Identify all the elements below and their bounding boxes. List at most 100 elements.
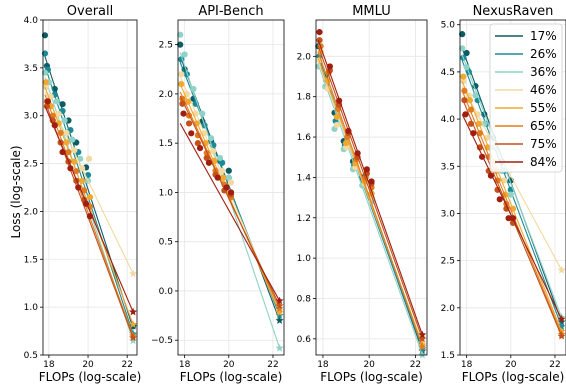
- x-tick-label: 22: [549, 360, 560, 370]
- star-marker: [418, 350, 427, 359]
- data-point: [51, 122, 58, 129]
- panel-title: API-Bench: [198, 4, 263, 19]
- data-point: [178, 71, 185, 78]
- plot-frame: [459, 19, 566, 356]
- data-point: [59, 148, 66, 156]
- data-point: [459, 45, 466, 52]
- y-tick-label: 1.5: [24, 255, 38, 265]
- data-point: [181, 51, 188, 58]
- x-tick-label: 20: [363, 360, 375, 370]
- data-point: [86, 193, 94, 201]
- data-point: [203, 154, 210, 162]
- x-axis-label: FLOPs (log-scale): [462, 370, 565, 384]
- y-tick-label: 3.0: [24, 112, 39, 122]
- data-point: [179, 100, 186, 107]
- data-point: [79, 177, 86, 184]
- data-point: [41, 32, 49, 39]
- star-marker: [129, 269, 138, 278]
- fit-line: [317, 52, 423, 348]
- data-point: [220, 174, 227, 181]
- data-point: [509, 215, 517, 222]
- y-tick-label: 1.0: [297, 254, 312, 264]
- y-tick-label: 4.0: [24, 16, 39, 26]
- data-point: [61, 117, 68, 124]
- legend-item: 36%: [495, 65, 557, 79]
- series-84%: [316, 29, 427, 339]
- y-tick-label: 4.0: [441, 115, 456, 125]
- data-point: [345, 127, 352, 135]
- data-point: [342, 140, 350, 147]
- data-point: [71, 147, 78, 154]
- legend-label: 17%: [530, 29, 557, 43]
- legend-label: 75%: [530, 137, 557, 151]
- y-tick-label: 2.5: [441, 257, 455, 267]
- data-point: [57, 129, 64, 137]
- data-point: [180, 110, 187, 117]
- star-marker: [418, 334, 427, 343]
- data-point: [55, 110, 62, 117]
- legend-item: 46%: [495, 83, 557, 97]
- data-point: [214, 174, 221, 181]
- star-marker: [557, 265, 566, 274]
- star-marker: [275, 316, 284, 324]
- fit-line: [317, 64, 423, 356]
- y-tick-label: 2.5: [159, 41, 173, 51]
- data-point: [42, 79, 50, 86]
- data-point: [460, 78, 467, 85]
- data-point: [505, 215, 512, 222]
- legend-box: [489, 23, 563, 173]
- data-point: [476, 130, 483, 137]
- data-point: [461, 87, 468, 94]
- y-tick-label: 2.5: [24, 160, 38, 170]
- data-point: [205, 159, 213, 166]
- fit-line: [461, 54, 563, 318]
- data-point: [463, 49, 470, 57]
- data-point: [177, 31, 184, 38]
- y-tick-label: 0.5: [159, 238, 173, 248]
- x-tick-label: 20: [505, 360, 517, 370]
- data-point: [85, 155, 93, 162]
- data-point: [185, 120, 193, 127]
- y-tick-label: 0.0: [159, 287, 174, 297]
- y-tick-label: 5.0: [441, 21, 456, 31]
- data-point: [481, 120, 488, 127]
- data-point: [223, 184, 230, 191]
- y-tick-label: 2.0: [159, 90, 174, 100]
- plot-frame: [177, 19, 285, 356]
- fit-line: [44, 105, 134, 313]
- data-point: [354, 150, 361, 157]
- data-point: [184, 98, 192, 105]
- data-point: [177, 41, 184, 48]
- star-marker: [275, 301, 284, 310]
- data-point: [470, 130, 477, 137]
- data-point: [467, 120, 475, 127]
- x-tick-label: 22: [267, 360, 278, 370]
- y-tick-label: 1.2: [297, 214, 311, 224]
- legend: 17% 26% 36% 46% 55% 65% 75% 84%: [489, 23, 563, 173]
- data-point: [196, 144, 204, 152]
- data-point: [199, 110, 206, 117]
- data-point: [462, 111, 469, 118]
- star-marker: [129, 307, 138, 316]
- data-point: [81, 187, 88, 194]
- y-tick-label: 1.8: [297, 93, 312, 103]
- data-point: [368, 178, 375, 185]
- x-axis-label: FLOPs (log-scale): [39, 370, 142, 384]
- y-tick-label: 1.4: [297, 173, 312, 183]
- x-tick-label: 18: [317, 360, 329, 370]
- data-point: [363, 166, 370, 173]
- star-marker: [557, 317, 566, 326]
- panel-3: 18 20 22 0.6 0.8 1.0 1.2 1.4 1.6 1.8 2.0 MMLU FLOPs …: [297, 4, 428, 384]
- data-point: [216, 154, 224, 162]
- panel-title: NexusRaven: [473, 4, 554, 19]
- data-point: [210, 147, 217, 155]
- fit-line: [44, 91, 134, 274]
- legend-item: 26%: [495, 47, 557, 61]
- data-point: [503, 205, 510, 212]
- y-tick-label: −0.5: [151, 336, 173, 346]
- legend-item: 17%: [495, 29, 557, 43]
- data-point: [42, 83, 50, 91]
- x-tick-label: 22: [410, 360, 421, 370]
- data-point: [82, 200, 90, 207]
